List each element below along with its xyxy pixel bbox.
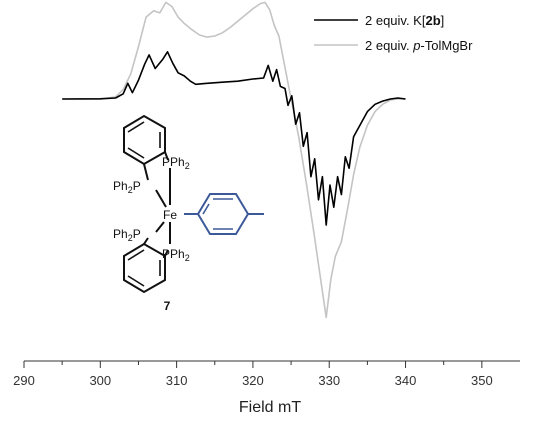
upper-ring-double-bond-1 — [127, 121, 145, 133]
pph2-top-ph: Ph — [170, 155, 185, 169]
plot-area — [62, 1, 406, 319]
ph2p-upper-ph: Ph — [113, 179, 128, 193]
x-tick-label-300: 300 — [89, 373, 111, 388]
legend-k2b-bold: 2b — [425, 13, 440, 28]
pph2-bottom-ph: Ph — [170, 247, 185, 261]
ph2p-left-upper-label: Ph2P — [113, 179, 141, 195]
tolyl-double-bond-3 — [202, 203, 210, 215]
lower-ring-double-bond-1 — [127, 249, 145, 261]
legend-tol-suffix: -TolMgBr — [420, 38, 473, 53]
x-tick-label-350: 350 — [471, 373, 493, 388]
legend-tol-prefix: 2 equiv. — [365, 38, 413, 53]
bond-ring-to-p-left-upper — [143, 163, 149, 181]
ph2p-lower-ph: Ph — [113, 227, 128, 241]
legend-label-k2b: 2 equiv. K[2b] — [365, 13, 444, 28]
bond-ring-to-p-bottom — [164, 249, 169, 257]
pph2-bottom-sub: 2 — [185, 253, 190, 263]
x-tick-label-340: 340 — [395, 373, 417, 388]
x-axis: 290 300 310 320 330 340 350 — [13, 360, 520, 388]
pph2-top-sub: 2 — [185, 161, 190, 171]
bond-fe-p-left-lower — [155, 221, 165, 233]
bond-ring-to-p-top — [164, 151, 169, 161]
tolyl-group — [184, 193, 264, 235]
ph2p-lower-p: P — [133, 227, 141, 241]
ph2p-upper-sub: 2 — [128, 185, 133, 195]
lower-ring-double-bond-3 — [127, 275, 145, 287]
lower-benzene-ring — [123, 242, 166, 294]
pph2-bottom-label: PPh2 — [162, 247, 190, 263]
x-axis-title: Field mT — [239, 399, 301, 416]
bond-fe-p-left-upper — [155, 189, 167, 208]
legend-tol-italic: p — [412, 38, 420, 53]
x-tick-label-310: 310 — [166, 373, 188, 388]
x-tick-label-330: 330 — [318, 373, 340, 388]
fe-label: Fe — [163, 208, 177, 222]
tolyl-benzene-ring — [196, 193, 250, 235]
molecule-structure: PPh2 Ph2P Fe Ph2P PPh2 7 — [113, 114, 264, 313]
pph2-top-label: PPh2 — [162, 155, 190, 171]
x-tick-label-320: 320 — [242, 373, 264, 388]
legend-k2b-suffix: ] — [441, 13, 445, 28]
pph2-top-p: P — [162, 155, 170, 169]
x-tick-label-290: 290 — [13, 373, 35, 388]
bond-ring-to-p-left-lower — [143, 237, 149, 245]
legend: 2 equiv. K[2b] 2 equiv. p-TolMgBr — [314, 13, 473, 53]
ph2p-left-lower-label: Ph2P — [113, 227, 141, 243]
ph2p-upper-p: P — [133, 179, 141, 193]
pph2-bottom-p: P — [162, 247, 170, 261]
compound-number-label: 7 — [164, 299, 171, 313]
upper-ring-double-bond-3 — [127, 147, 145, 159]
legend-label-tolmgbr: 2 equiv. p-TolMgBr — [365, 38, 473, 53]
upper-benzene-ring — [123, 114, 166, 166]
series-line-tolmgbr — [62, 1, 406, 319]
legend-k2b-prefix: 2 equiv. K[ — [365, 13, 426, 28]
series-line-k2b — [62, 51, 406, 226]
ph2p-lower-sub: 2 — [128, 233, 133, 243]
